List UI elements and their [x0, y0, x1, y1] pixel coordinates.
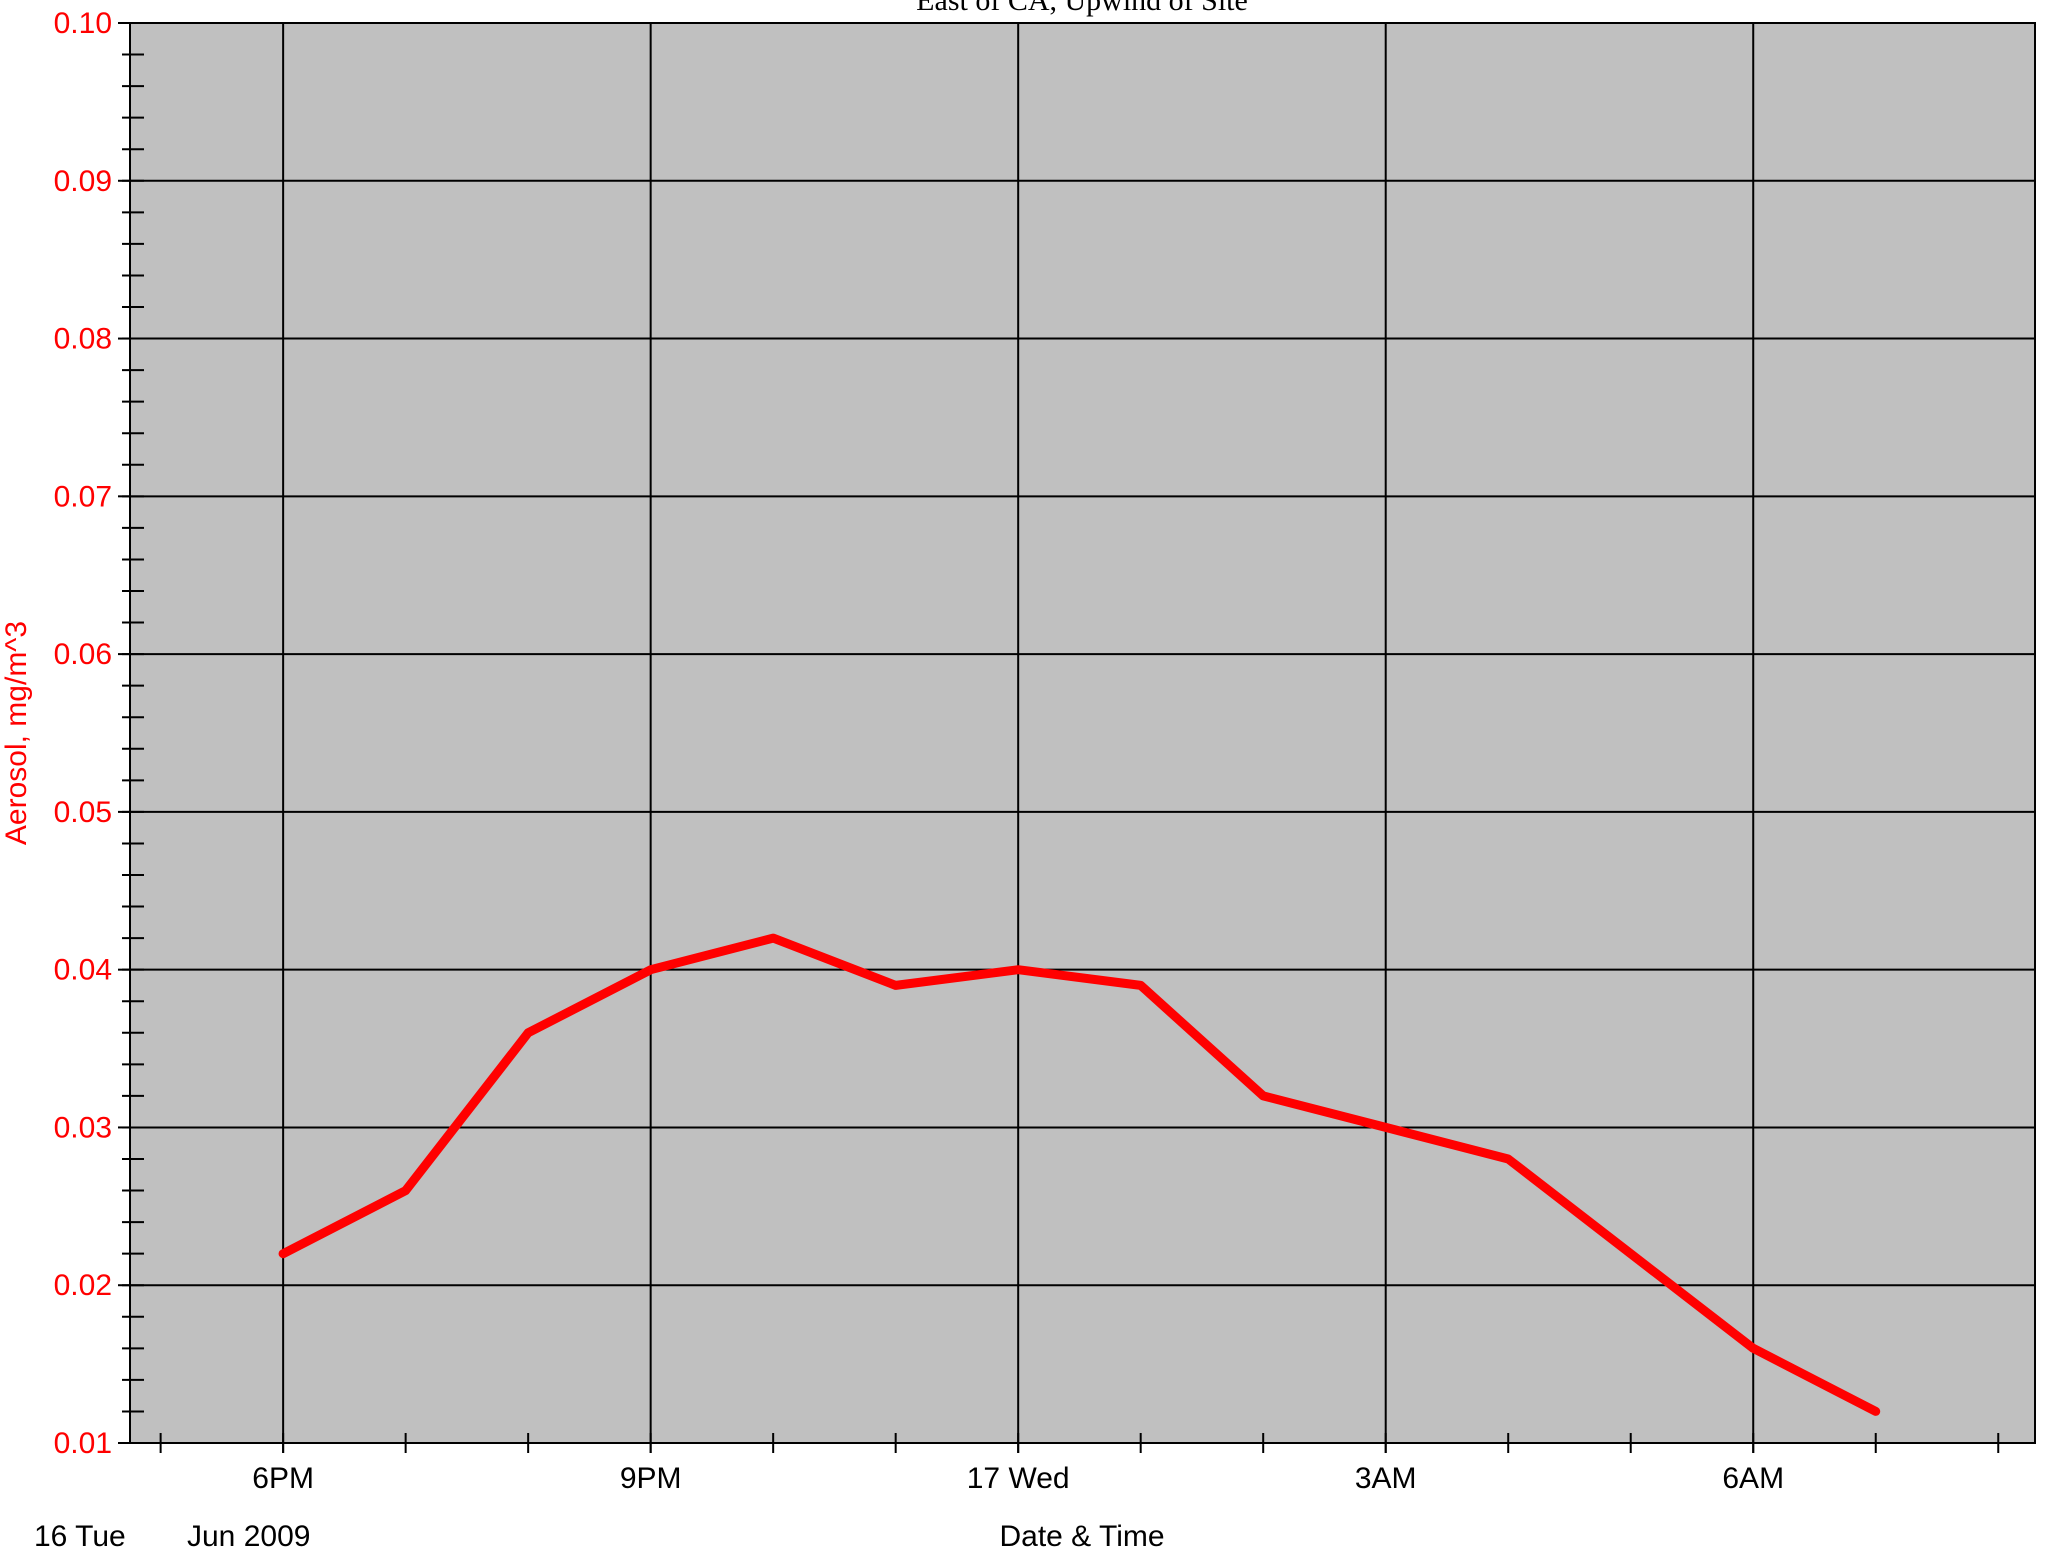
- date-label-day: 16 Tue: [34, 1520, 126, 1553]
- y-tick-label: 0.10: [54, 7, 112, 40]
- y-tick-label: 0.01: [54, 1427, 112, 1460]
- y-axis-title: Aerosol, mg/m^3: [0, 621, 33, 845]
- plot-area: [130, 23, 2035, 1443]
- chart-title: East of CA, Upwind of Site: [916, 0, 1248, 17]
- y-tick-label: 0.05: [54, 796, 112, 829]
- date-label-month: Jun 2009: [187, 1520, 310, 1553]
- y-tick-label: 0.02: [54, 1269, 112, 1302]
- y-tick-label: 0.07: [54, 480, 112, 513]
- grid-lines: [130, 22, 2035, 1453]
- y-tick-label: 0.09: [54, 165, 112, 198]
- y-tick-label: 0.03: [54, 1111, 112, 1144]
- x-tick-labels: 6PM 9PM 17 Wed 3AM 6AM: [252, 1462, 1784, 1495]
- y-tick-labels: 0.01 0.02 0.03 0.04 0.05 0.06 0.07 0.08 0.09 0.10: [54, 7, 112, 1460]
- x-tick-label: 17 Wed: [967, 1462, 1070, 1495]
- x-tick-label: 6PM: [252, 1462, 314, 1495]
- x-tick-label: 6AM: [1722, 1462, 1784, 1495]
- x-axis-title: Date & Time: [999, 1520, 1164, 1553]
- series-line: [278, 933, 1881, 1416]
- y-tick-label: 0.04: [54, 954, 112, 987]
- y-tick-label: 0.08: [54, 323, 112, 356]
- y-tick-label: 0.06: [54, 638, 112, 671]
- plot-frame: [129, 22, 2036, 1444]
- x-tick-label: 3AM: [1355, 1462, 1417, 1495]
- x-tick-label: 9PM: [620, 1462, 682, 1495]
